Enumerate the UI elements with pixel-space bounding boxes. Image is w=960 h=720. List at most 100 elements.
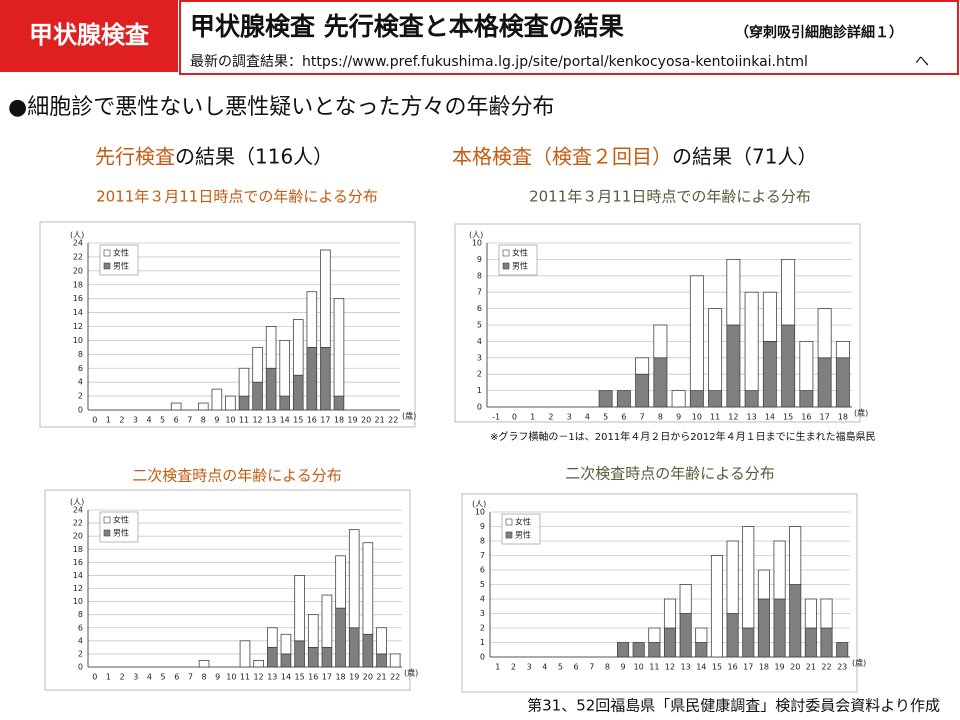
- x-axis-label: (歳): [852, 658, 866, 668]
- x-tick-label: 20: [361, 416, 371, 425]
- legend-swatch: [103, 262, 111, 270]
- bar: [252, 381, 263, 411]
- y-tick-label: 16: [73, 294, 83, 303]
- y-tick-label: 0: [480, 653, 485, 662]
- source-arrow[interactable]: へ: [915, 54, 929, 70]
- y-tick-label: 10: [73, 336, 83, 345]
- y-tick-label: 18: [73, 280, 83, 289]
- x-tick-label: 2: [120, 673, 125, 682]
- y-axis-label: (人): [472, 500, 486, 509]
- x-tick-label: 11: [649, 663, 659, 672]
- y-tick-label: 0: [78, 663, 83, 672]
- bar: [653, 324, 668, 359]
- y-tick-label: 1: [477, 386, 482, 395]
- legend-label: 男性: [113, 528, 129, 538]
- subtitle: （穿刺吸引細胞診詳細１）: [735, 24, 903, 41]
- column-highlight: 先行検査: [95, 145, 175, 169]
- x-tick-label: 20: [790, 663, 800, 672]
- bar: [744, 291, 759, 392]
- bar: [689, 275, 704, 391]
- bar: [789, 584, 802, 658]
- x-tick-label: 1: [106, 673, 111, 682]
- bar: [307, 646, 319, 668]
- x-tick-label: 4: [146, 416, 151, 425]
- x-tick-label: 15: [293, 416, 303, 425]
- x-tick-label: 7: [640, 413, 645, 422]
- x-tick-label: 6: [621, 413, 626, 422]
- x-tick-label: 19: [349, 673, 359, 682]
- y-tick-label: 8: [78, 610, 83, 619]
- bar: [762, 340, 777, 408]
- x-tick-label: 0: [92, 416, 97, 425]
- bar: [679, 584, 692, 614]
- x-tick-label: 3: [133, 416, 138, 425]
- y-tick-label: 22: [73, 519, 83, 528]
- legend-label: 男性: [512, 261, 528, 271]
- bar: [265, 367, 277, 411]
- bar: [335, 555, 346, 609]
- bar: [306, 291, 318, 348]
- bar: [781, 324, 796, 408]
- x-tick-label: 14: [696, 663, 706, 672]
- x-tick-label: 13: [747, 413, 757, 422]
- bar: [238, 367, 250, 397]
- chart-title: 2011年３月11日時点での年齢による分布: [529, 188, 811, 206]
- bar: [820, 598, 833, 629]
- y-tick-label: 2: [477, 370, 482, 379]
- chart-title: 二次検査時点の年齢による分布: [132, 467, 342, 485]
- y-tick-label: 8: [480, 537, 485, 546]
- legend-swatch: [502, 249, 510, 257]
- bar: [333, 395, 345, 411]
- column-highlight: 本格検査（検査２回目）: [452, 145, 672, 169]
- y-tick-label: 6: [480, 566, 485, 575]
- bar: [294, 640, 305, 668]
- bar: [781, 258, 796, 326]
- x-tick-label: 13: [267, 673, 277, 682]
- bar: [744, 390, 759, 408]
- x-tick-label: 21: [375, 416, 385, 425]
- legend-label: 女性: [113, 248, 129, 258]
- x-tick-label: 1: [106, 416, 111, 425]
- x-tick-label: 16: [801, 413, 811, 422]
- bar: [198, 402, 209, 411]
- bar: [198, 660, 210, 668]
- bar: [635, 357, 650, 375]
- x-tick-label: 9: [620, 663, 625, 672]
- x-tick-label: 20: [363, 673, 373, 682]
- x-tick-label: 2: [548, 413, 553, 422]
- x-tick-label: 22: [388, 416, 398, 425]
- bar: [679, 613, 692, 658]
- badge-box: [0, 0, 178, 72]
- y-tick-label: 12: [73, 584, 83, 593]
- bar: [306, 346, 318, 411]
- bar: [708, 390, 723, 408]
- bar: [742, 526, 755, 629]
- y-tick-label: 9: [480, 522, 485, 531]
- y-tick-label: 14: [73, 571, 83, 580]
- x-tick-label: 8: [605, 663, 610, 672]
- x-tick-label: 1: [495, 663, 500, 672]
- y-tick-label: 4: [477, 337, 482, 346]
- x-tick-label: 16: [308, 673, 318, 682]
- bar: [820, 627, 833, 658]
- x-tick-label: 9: [214, 416, 219, 425]
- bar: [292, 374, 304, 411]
- bar: [773, 540, 786, 600]
- x-tick-label: 15: [783, 413, 793, 422]
- y-tick-label: 18: [73, 545, 83, 554]
- bar: [617, 642, 630, 658]
- bar: [238, 395, 250, 411]
- x-tick-label: 15: [295, 673, 305, 682]
- bar: [726, 324, 741, 408]
- x-axis-label: (歳): [402, 411, 416, 421]
- x-axis-label: (歳): [404, 668, 418, 678]
- y-tick-label: 4: [78, 636, 83, 645]
- x-tick-label: 0: [92, 673, 97, 682]
- bar: [294, 575, 305, 642]
- source: 最新の調査結果：https://www.pref.fukushima.lg.jp…: [190, 54, 808, 70]
- legend-swatch: [505, 518, 513, 526]
- x-tick-label: 5: [161, 673, 166, 682]
- heading: ●細胞診で悪性ないし悪性疑いとなった方々の年齢分布: [8, 95, 555, 120]
- y-tick-label: 4: [78, 378, 83, 387]
- x-tick-label: 3: [133, 673, 138, 682]
